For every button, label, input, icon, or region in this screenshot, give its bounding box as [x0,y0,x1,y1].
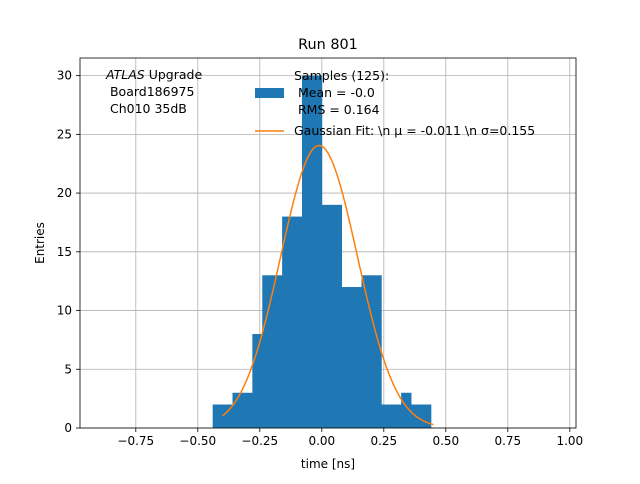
y-axis-label: Entries [33,222,47,264]
histogram-bar [351,287,362,428]
y-tick-label: 15 [57,245,72,259]
legend-label-samples: Samples (125): [294,68,389,83]
x-axis-ticks: −0.75 −0.50 −0.25 0.00 0.25 0.50 0.75 1.00 [117,428,583,448]
histogram-bar [252,334,263,428]
legend-label-mean: Mean = -0.0 [294,85,375,100]
y-tick-label: 10 [57,304,72,318]
histogram-bar [242,392,253,428]
legend-label-fit: Gaussian Fit: \n μ = -0.011 \n σ=0.155 [294,123,535,138]
annotation-channel: Ch010 35dB [106,101,187,116]
annotation-upgrade: Upgrade [145,67,203,82]
histogram-bar [311,75,323,428]
annotation-box: ATLAS Upgrade Board186975 Ch010 35dB [105,67,202,116]
histogram-bars [212,75,432,428]
plot-frame [79,57,577,429]
histogram-bar [292,216,303,428]
x-tick-label: −0.75 [117,434,154,448]
histogram-bar [232,392,243,428]
y-tick-label: 5 [64,362,72,376]
x-tick-label: 1.00 [556,434,583,448]
y-axis-ticks: 0 5 10 15 20 25 30 [57,69,80,435]
x-tick-label: −0.25 [241,434,278,448]
y-tick-label: 25 [57,127,72,141]
legend-label-rms: RMS = 0.164 [294,102,380,117]
histogram-bar [341,287,352,428]
histogram-bar [212,404,223,428]
y-tick-label: 30 [57,69,72,83]
annotation-board: Board186975 [106,84,194,99]
histogram-bar [371,275,382,428]
x-tick-label: −0.50 [179,434,216,448]
x-tick-label: 0.25 [370,434,397,448]
y-tick-label: 0 [64,421,72,435]
histogram-bar [321,204,333,428]
chart-title: Run 801 [298,37,358,53]
annotation-atlas-italic: ATLAS [105,67,145,82]
histogram-bar [222,404,233,428]
histogram-bar [301,75,313,428]
histogram-bar [421,404,432,428]
histogram-bar [361,275,372,428]
legend: Samples (125): Mean = -0.0 RMS = 0.164 G… [255,68,535,138]
histogram-bar [401,392,412,428]
histogram-bar [391,404,402,428]
x-axis-label: time [ns] [301,457,355,471]
legend-swatch-samples [255,88,284,98]
histogram-bar [331,204,343,428]
histogram-bar [381,404,392,428]
x-tick-label: 0.75 [494,434,521,448]
histogram-bar [262,275,273,428]
annotation-atlas-line: ATLAS Upgrade [105,67,202,82]
gaussian-fit-curve [222,144,434,426]
histogram-bar [272,275,283,428]
histogram-bar [282,216,293,428]
x-tick-label: 0.50 [432,434,459,448]
y-tick-label: 20 [57,186,72,200]
x-tick-label: 0.00 [308,434,335,448]
